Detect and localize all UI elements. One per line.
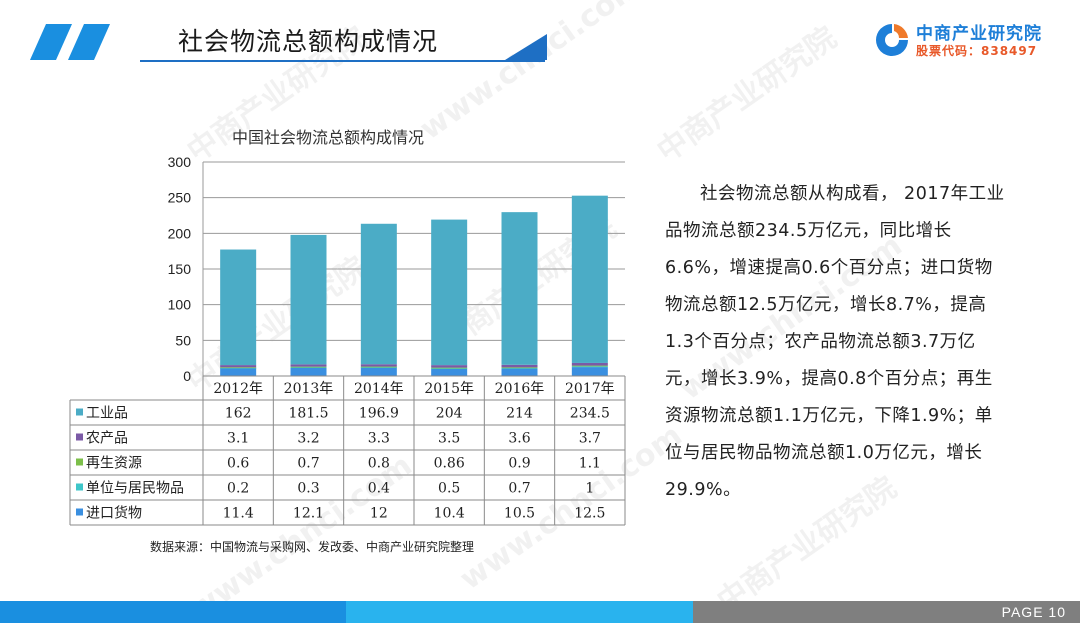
bar-segment [360, 367, 397, 368]
x-category-label: 2015年 [424, 381, 474, 397]
bar-segment [501, 368, 538, 376]
data-label: 0.2 [227, 481, 249, 497]
bar-segment [360, 364, 397, 367]
data-label: 0.4 [368, 481, 390, 497]
bar-segment [290, 367, 327, 376]
footer-bar-left [0, 601, 346, 623]
data-label: 234.5 [570, 406, 610, 422]
legend-label: 工业品 [86, 406, 128, 422]
bar-segment [571, 367, 608, 376]
page-number: PAGE 10 [1001, 604, 1066, 620]
bar-segment [220, 367, 257, 369]
header-underline [140, 60, 545, 62]
x-category-label: 2014年 [354, 381, 404, 397]
data-label: 3.5 [438, 431, 460, 447]
logo-icon [876, 24, 908, 56]
legend-swatch [76, 408, 83, 416]
data-source: 数据来源：中国物流与采购网、发改委、中商产业研究院整理 [150, 540, 475, 554]
x-category-label: 2016年 [495, 381, 545, 397]
y-tick-label: 250 [168, 190, 192, 206]
bar-segment [431, 368, 468, 376]
bar-segment [431, 365, 468, 368]
bar-segment [220, 365, 257, 368]
bar-segment [501, 364, 538, 368]
data-label: 1 [585, 481, 594, 497]
x-category-label: 2017年 [565, 381, 615, 397]
data-label: 10.5 [504, 506, 535, 522]
data-label: 12.1 [293, 506, 324, 522]
bar-segment [360, 366, 397, 368]
bar-segment [431, 219, 468, 366]
data-label: 3.6 [508, 431, 530, 447]
legend-swatch [76, 433, 83, 441]
bar-segment [290, 367, 327, 368]
bar-segment [220, 367, 257, 376]
logo-stock-code: 股票代码：838497 [916, 44, 1038, 58]
summary-paragraph: 社会物流总额从构成看， 2017年工业品物流总额234.5万亿元，同比增长6.6… [665, 184, 1005, 500]
bar-segment [501, 367, 538, 369]
data-label: 0.3 [297, 481, 319, 497]
x-category-label: 2012年 [213, 381, 263, 397]
legend-label: 农产品 [86, 431, 128, 447]
data-label: 0.8 [368, 456, 390, 472]
x-category-label: 2013年 [284, 381, 334, 397]
bar-segment [290, 364, 327, 367]
data-label: 0.7 [508, 481, 530, 497]
y-tick-label: 100 [168, 297, 192, 313]
data-label: 214 [506, 406, 533, 422]
data-label: 0.7 [297, 456, 319, 472]
bar-segment [571, 362, 608, 366]
data-label: 12.5 [574, 506, 605, 522]
footer-bar-middle [346, 601, 693, 623]
legend-label: 进口货物 [86, 505, 142, 522]
bar-segment [220, 367, 257, 369]
header-triangle [505, 34, 547, 60]
data-label: 1.1 [579, 456, 601, 472]
data-label: 0.86 [434, 456, 465, 472]
logo-name: 中商产业研究院 [916, 24, 1042, 44]
legend-label: 单位与居民物品 [86, 481, 184, 497]
legend-swatch [76, 458, 83, 466]
data-label: 204 [436, 406, 463, 422]
bar-segment [501, 212, 538, 365]
data-label: 196.9 [359, 406, 399, 422]
bar-segment [501, 368, 538, 369]
y-tick-label: 300 [168, 154, 192, 170]
chart-title: 中国社会物流总额构成情况 [232, 128, 425, 147]
bar-segment [290, 366, 327, 368]
bar-segment [571, 365, 608, 367]
data-label: 11.4 [223, 506, 254, 522]
bar-segment [431, 368, 468, 370]
y-tick-label: 150 [168, 261, 192, 277]
data-label: 0.5 [438, 481, 460, 497]
legend-swatch [76, 483, 83, 491]
data-label: 162 [225, 406, 252, 422]
data-label: 10.4 [434, 506, 465, 522]
data-label: 3.3 [368, 431, 390, 447]
y-tick-label: 200 [168, 225, 192, 241]
data-label: 3.7 [579, 431, 601, 447]
legend-swatch [76, 508, 83, 516]
data-label: 181.5 [288, 406, 328, 422]
bar-segment [290, 234, 327, 365]
bar-segment [571, 195, 608, 363]
footer-bar-right [693, 601, 1080, 623]
data-label: 3.2 [297, 431, 319, 447]
data-label: 3.1 [227, 431, 249, 447]
data-label: 0.6 [227, 456, 249, 472]
bar-segment [360, 223, 397, 365]
bar-segment [220, 249, 257, 366]
bar-segment [431, 367, 468, 369]
y-tick-label: 0 [183, 368, 191, 384]
bar-segment [360, 367, 397, 376]
legend-label: 再生资源 [86, 456, 142, 472]
data-label: 12 [370, 506, 388, 522]
page-title: 社会物流总额构成情况 [178, 27, 439, 56]
y-tick-label: 50 [175, 332, 191, 348]
bar-segment [571, 366, 608, 368]
data-label: 0.9 [508, 456, 530, 472]
